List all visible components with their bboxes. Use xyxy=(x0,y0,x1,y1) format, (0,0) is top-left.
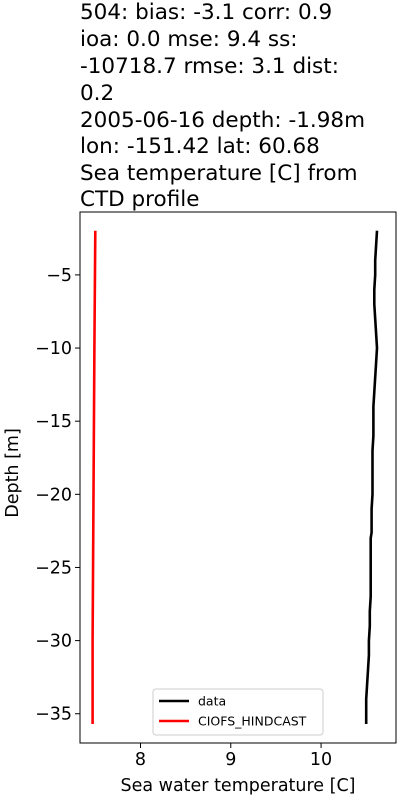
title-line: CTD profile xyxy=(80,187,200,212)
x-axis: 8 9 10 xyxy=(135,743,332,770)
y-tick-label: −30 xyxy=(35,632,72,652)
y-tick-label: −25 xyxy=(35,558,72,578)
title-line: 2005-06-16 depth: -1.98m xyxy=(80,108,366,133)
legend-box xyxy=(152,688,324,736)
title-line: 0.2 xyxy=(80,81,115,106)
legend-label: data xyxy=(198,694,226,709)
title-line: Sea temperature [C] from xyxy=(80,161,358,186)
legend-label: CIOFS_HINDCAST xyxy=(198,714,307,729)
title-line: 504: bias: -3.1 corr: 0.9 xyxy=(80,0,333,25)
y-tick-label: −5 xyxy=(46,266,72,286)
legend: data CIOFS_HINDCAST xyxy=(152,688,324,736)
x-tick-label: 9 xyxy=(225,750,236,770)
plot-area-frame xyxy=(79,211,397,744)
series-layer xyxy=(91,230,379,724)
y-tick-label: −35 xyxy=(35,705,72,725)
axes-frame xyxy=(79,211,397,744)
title-line: lon: -151.42 lat: 60.68 xyxy=(80,134,320,159)
y-axis-label: Depth [m] xyxy=(3,428,23,518)
title-line: ioa: 0.0 mse: 9.4 ss: xyxy=(80,27,298,52)
x-tick-label: 10 xyxy=(310,750,332,770)
y-tick-label: −15 xyxy=(35,412,72,432)
y-tick-label: −20 xyxy=(35,485,72,505)
y-axis: −5 −10 −15 −20 −25 −30 −35 xyxy=(35,266,80,725)
x-tick-label: 8 xyxy=(135,750,146,770)
x-axis-label: Sea water temperature [C] xyxy=(120,776,355,796)
series-line-ciofs-hindcast xyxy=(91,230,97,724)
y-tick-label: −10 xyxy=(35,339,72,359)
title-line: -10718.7 rmse: 3.1 dist: xyxy=(80,54,339,79)
series-line-data xyxy=(364,230,379,724)
